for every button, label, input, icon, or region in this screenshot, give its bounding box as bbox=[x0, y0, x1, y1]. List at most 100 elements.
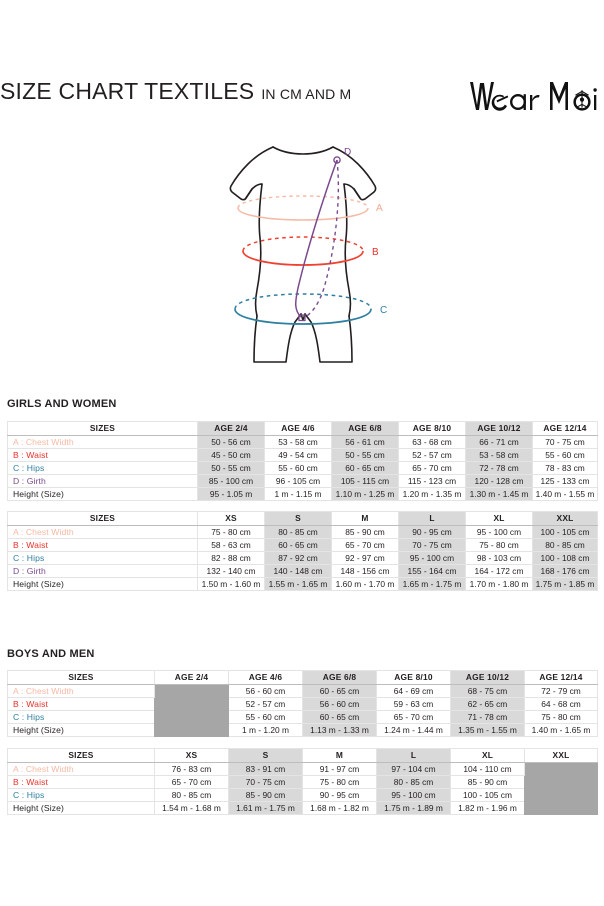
col-header-xs: XS bbox=[197, 511, 265, 526]
cell: 1.61 m - 1.75 m bbox=[228, 801, 303, 815]
cell: 56 - 61 cm bbox=[331, 435, 399, 449]
page-title-main: SIZE CHART TEXTILES bbox=[0, 78, 255, 104]
cell: 104 - 110 cm bbox=[450, 762, 525, 776]
row-label-chest: A : Chest Width bbox=[7, 684, 155, 698]
table-row: D : Girth 85 - 100 cm 96 - 105 cm 105 - … bbox=[7, 474, 598, 488]
cell: 71 - 78 cm bbox=[450, 710, 525, 724]
cell: 80 - 85 cm bbox=[154, 788, 229, 802]
col-header-m: M bbox=[302, 748, 377, 763]
table-row: C : Hips 80 - 85 cm 85 - 90 cm 90 - 95 c… bbox=[7, 788, 598, 802]
col-header-age-6-8: AGE 6/8 bbox=[302, 670, 377, 685]
col-header-age-10-12: AGE 10/12 bbox=[465, 421, 533, 436]
table-row: Height (Size) 1.54 m - 1.68 m 1.61 m - 1… bbox=[7, 801, 598, 815]
cell: 52 - 57 cm bbox=[228, 697, 303, 711]
cell: 95 - 100 cm bbox=[465, 525, 533, 539]
col-header-l: L bbox=[376, 748, 451, 763]
cell: 1.68 m - 1.82 m bbox=[302, 801, 377, 815]
col-header-sizes: SIZES bbox=[7, 748, 155, 763]
girth-measure-loop bbox=[295, 156, 341, 322]
cell: 95 - 100 cm bbox=[376, 788, 451, 802]
cell: 50 - 55 cm bbox=[331, 448, 399, 462]
cell: 50 - 56 cm bbox=[197, 435, 265, 449]
table-row: B : Waist 65 - 70 cm 70 - 75 cm 75 - 80 … bbox=[7, 775, 598, 789]
cell: 1.75 m - 1.85 m bbox=[532, 577, 598, 591]
table-row: B : Waist 58 - 63 cm 60 - 65 cm 65 - 70 … bbox=[7, 538, 598, 552]
cell: 64 - 69 cm bbox=[376, 684, 451, 698]
col-header-age-8-10: AGE 8/10 bbox=[398, 421, 466, 436]
table-header-row: SIZES AGE 2/4 AGE 4/6 AGE 6/8 AGE 8/10 A… bbox=[7, 421, 598, 436]
cell: 1.60 m - 1.70 m bbox=[331, 577, 399, 591]
table-row: B : Waist 52 - 57 cm 56 - 60 cm 59 - 63 … bbox=[7, 697, 598, 711]
col-header-age-4-6: AGE 4/6 bbox=[264, 421, 332, 436]
row-label-chest: A : Chest Width bbox=[7, 762, 155, 776]
col-header-sizes: SIZES bbox=[7, 421, 198, 436]
table-row: A : Chest Width 50 - 56 cm 53 - 58 cm 56… bbox=[7, 435, 598, 449]
cell: 45 - 50 cm bbox=[197, 448, 265, 462]
logo-icon bbox=[470, 82, 597, 111]
cell: 1.10 m - 1.25 m bbox=[331, 487, 399, 501]
col-header-m: M bbox=[331, 511, 399, 526]
row-label-height: Height (Size) bbox=[7, 487, 198, 501]
table-row: Height (Size) 1.50 m - 1.60 m 1.55 m - 1… bbox=[7, 577, 598, 591]
cell: 60 - 65 cm bbox=[331, 461, 399, 475]
row-label-height: Height (Size) bbox=[7, 723, 155, 737]
cell: 91 - 97 cm bbox=[302, 762, 377, 776]
col-header-xxl: XXL bbox=[532, 511, 598, 526]
cell: 168 - 176 cm bbox=[532, 564, 598, 578]
body-figure-svg: A B C D bbox=[229, 146, 387, 363]
cell: 60 - 65 cm bbox=[302, 710, 377, 724]
table-header-row: SIZES AGE 2/4 AGE 4/6 AGE 6/8 AGE 8/10 A… bbox=[7, 670, 598, 685]
table-row: A : Chest Width 76 - 83 cm 83 - 91 cm 91… bbox=[7, 762, 598, 815]
cell: 1.75 m - 1.89 m bbox=[376, 801, 451, 815]
cell: 75 - 80 cm bbox=[524, 710, 598, 724]
table-row: C : Hips 82 - 88 cm 87 - 92 cm 92 - 97 c… bbox=[7, 551, 598, 565]
col-header-s: S bbox=[228, 748, 303, 763]
row-label-chest: A : Chest Width bbox=[7, 435, 198, 449]
cell: 80 - 85 cm bbox=[376, 775, 451, 789]
cell: 75 - 80 cm bbox=[465, 538, 533, 552]
table-header-row: SIZES XS S M L XL XXL bbox=[7, 511, 598, 526]
cell: 1.50 m - 1.60 m bbox=[197, 577, 265, 591]
cell: 63 - 68 cm bbox=[398, 435, 466, 449]
col-header-age-10-12: AGE 10/12 bbox=[450, 670, 525, 685]
cell: 65 - 70 cm bbox=[154, 775, 229, 789]
cell: 83 - 91 cm bbox=[228, 762, 303, 776]
cell: 100 - 105 cm bbox=[450, 788, 525, 802]
cell: 1.70 m - 1.80 m bbox=[465, 577, 533, 591]
cell: 52 - 57 cm bbox=[398, 448, 466, 462]
col-header-age-6-8: AGE 6/8 bbox=[331, 421, 399, 436]
cell: 1.65 m - 1.75 m bbox=[398, 577, 466, 591]
cell: 1.40 m - 1.65 m bbox=[524, 723, 598, 737]
cell: 60 - 65 cm bbox=[264, 538, 332, 552]
table-row: Height (Size) 1 m - 1.20 m 1.13 m - 1.33… bbox=[7, 723, 598, 737]
cell: 96 - 105 cm bbox=[264, 474, 332, 488]
row-label-girth: D : Girth bbox=[7, 474, 198, 488]
row-label-height: Height (Size) bbox=[7, 577, 198, 591]
cell: 72 - 79 cm bbox=[524, 684, 598, 698]
cell: 65 - 70 cm bbox=[398, 461, 466, 475]
cell: 64 - 68 cm bbox=[524, 697, 598, 711]
table-row: C : Hips 50 - 55 cm 55 - 60 cm 60 - 65 c… bbox=[7, 461, 598, 475]
cell: 66 - 71 cm bbox=[465, 435, 533, 449]
cell: 85 - 90 cm bbox=[450, 775, 525, 789]
cell: 85 - 90 cm bbox=[228, 788, 303, 802]
cell: 95 - 100 cm bbox=[398, 551, 466, 565]
cell: 92 - 97 cm bbox=[331, 551, 399, 565]
row-label-waist: B : Waist bbox=[7, 538, 198, 552]
cell: 1.55 m - 1.65 m bbox=[264, 577, 332, 591]
cell: 60 - 65 cm bbox=[302, 684, 377, 698]
cell: 1 m - 1.20 m bbox=[228, 723, 303, 737]
page-title-units: IN CM AND M bbox=[261, 86, 352, 102]
col-header-age-12-14: AGE 12/14 bbox=[532, 421, 598, 436]
table-women-adult: SIZES XS S M L XL XXL A : Chest Width 75… bbox=[7, 511, 598, 591]
cell: 82 - 88 cm bbox=[197, 551, 265, 565]
cell: 1.35 m - 1.55 m bbox=[450, 723, 525, 737]
row-label-height: Height (Size) bbox=[7, 801, 155, 815]
cell: 75 - 80 cm bbox=[197, 525, 265, 539]
cell: 49 - 54 cm bbox=[264, 448, 332, 462]
col-header-age-2-4: AGE 2/4 bbox=[154, 670, 229, 685]
cell: 62 - 65 cm bbox=[450, 697, 525, 711]
cell: 50 - 55 cm bbox=[197, 461, 265, 475]
table-row: Height (Size) 95 - 1.05 m 1 m - 1.15 m 1… bbox=[7, 487, 598, 501]
row-label-waist: B : Waist bbox=[7, 697, 155, 711]
